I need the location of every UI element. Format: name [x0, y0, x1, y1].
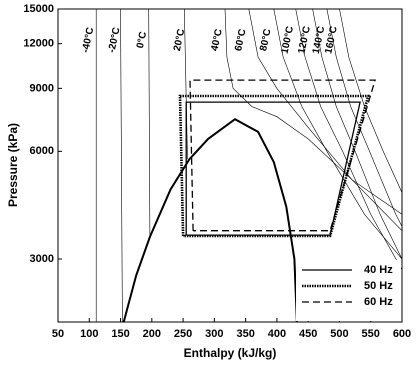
x-tick-label: 50	[52, 328, 64, 340]
isotherm	[295, 9, 402, 270]
x-tick-label: 450	[299, 328, 317, 340]
legend-label: 40 Hz	[364, 264, 393, 276]
isotherm	[339, 9, 402, 193]
cycle-line	[178, 94, 370, 238]
isotherm	[120, 9, 123, 322]
isotherm	[148, 9, 151, 237]
legend-label: 50 Hz	[364, 280, 393, 292]
y-tick-label: 3000	[30, 253, 54, 265]
x-tick-label: 150	[111, 328, 129, 340]
isotherm-label: 20°C	[172, 28, 187, 52]
y-tick-label: 6000	[30, 145, 54, 157]
x-tick-label: 550	[362, 328, 380, 340]
cycle-line	[189, 79, 376, 232]
isotherm	[273, 9, 402, 260]
isotherm	[248, 9, 402, 231]
x-tick-label: 200	[143, 328, 161, 340]
isotherm-label: 60°C	[233, 28, 248, 52]
y-axis-label: Pressure (kPa)	[6, 123, 20, 207]
isotherm	[184, 9, 188, 160]
isotherm-label: -40°C	[80, 26, 96, 53]
x-axis-label: Enthalpy (kJ/kg)	[184, 346, 277, 360]
y-tick-label: 9000	[30, 82, 54, 94]
x-tick-label: 500	[330, 328, 348, 340]
saturation-dome	[122, 118, 298, 322]
x-tick-label: 350	[236, 328, 254, 340]
x-tick-label: 250	[174, 328, 192, 340]
isotherm	[312, 9, 402, 260]
y-tick-label: 15000	[23, 3, 54, 15]
isotherm-label: -20°C	[107, 26, 123, 53]
cycle-line	[185, 101, 361, 236]
isotherm-label: 80°C	[258, 28, 273, 52]
x-tick-label: 600	[393, 328, 411, 340]
isotherm-label: 40°C	[209, 28, 224, 52]
isotherm-label: 100°C	[280, 25, 297, 55]
x-tick-label: 100	[80, 328, 98, 340]
legend-label: 60 Hz	[364, 296, 393, 308]
plot-area	[95, 9, 402, 322]
isotherm-label: 0°C	[135, 31, 149, 50]
x-tick-label: 400	[268, 328, 286, 340]
x-tick-label: 300	[205, 328, 223, 340]
y-tick-label: 12000	[23, 38, 54, 50]
plot-frame	[57, 8, 403, 323]
